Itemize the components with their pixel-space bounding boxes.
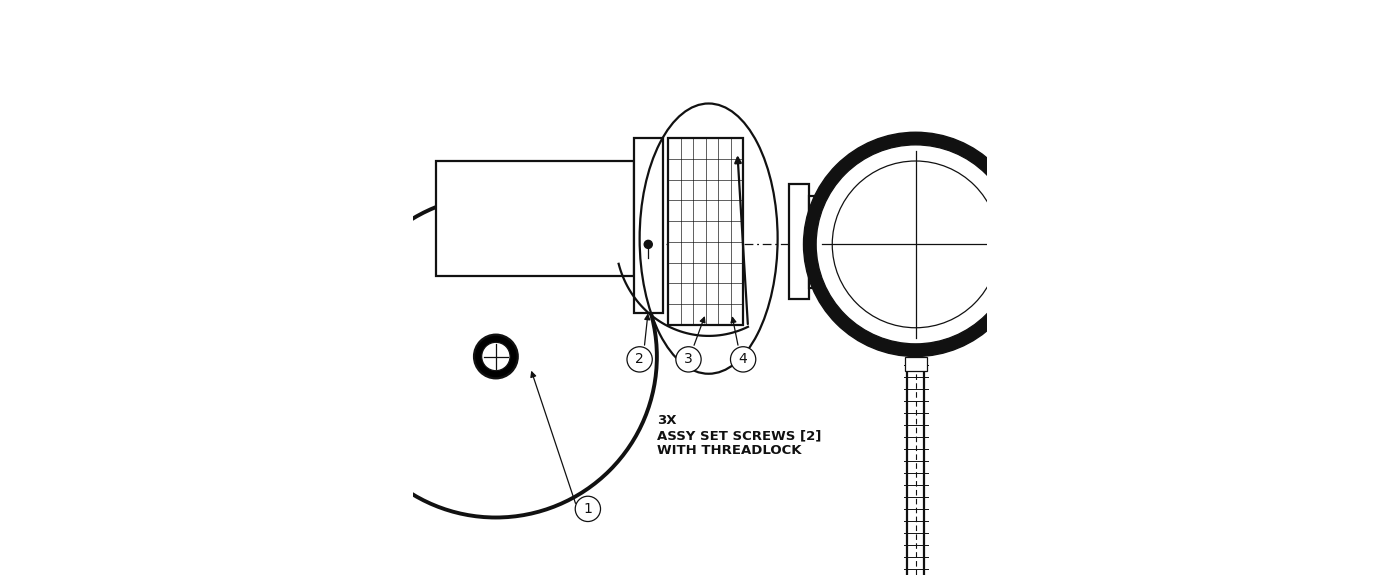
Bar	[435, 161, 634, 276]
Circle shape	[804, 132, 1028, 356]
Text: 4: 4	[739, 352, 748, 366]
Circle shape	[676, 347, 701, 372]
Circle shape	[335, 196, 657, 518]
Text: 3: 3	[685, 352, 693, 366]
Bar	[790, 184, 809, 299]
Circle shape	[816, 145, 1015, 344]
Circle shape	[644, 240, 652, 248]
Bar	[668, 138, 743, 325]
Bar	[823, 204, 834, 279]
Text: 2: 2	[636, 352, 644, 366]
Circle shape	[627, 347, 652, 372]
Text: 1: 1	[584, 502, 592, 516]
Bar	[904, 356, 927, 371]
Bar	[668, 138, 743, 325]
Circle shape	[731, 347, 756, 372]
Bar	[809, 196, 823, 288]
Bar	[634, 138, 662, 313]
Circle shape	[575, 496, 601, 522]
Circle shape	[475, 335, 518, 378]
Text: 3X
ASSY SET SCREWS [2]
WITH THREADLOCK: 3X ASSY SET SCREWS [2] WITH THREADLOCK	[657, 414, 822, 457]
Bar	[634, 138, 662, 313]
Circle shape	[482, 342, 510, 371]
